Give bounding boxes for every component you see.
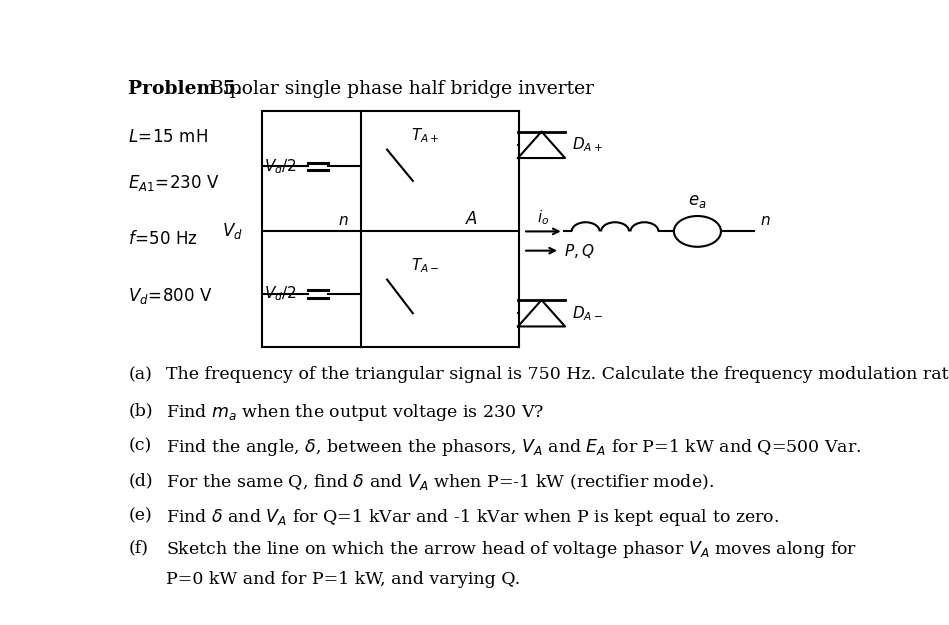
Text: Find the angle, $\delta$, between the phasors, $V_A$ and $E_A$ for P=1 kW and Q=: Find the angle, $\delta$, between the ph… bbox=[166, 437, 862, 458]
Text: (c): (c) bbox=[128, 437, 152, 454]
Text: $V_d\!=\!800\ \mathrm{V}$: $V_d\!=\!800\ \mathrm{V}$ bbox=[128, 286, 213, 306]
Text: $V_d/2$: $V_d/2$ bbox=[264, 284, 297, 303]
Text: (a): (a) bbox=[128, 366, 152, 383]
Text: $i_o$: $i_o$ bbox=[537, 208, 549, 227]
Text: $n$: $n$ bbox=[760, 214, 771, 228]
Text: For the same Q, find $\delta$ and $V_A$ when P=-1 kW (rectifier mode).: For the same Q, find $\delta$ and $V_A$ … bbox=[166, 472, 715, 492]
Text: Sketch the line on which the arrow head of voltage phasor $V_A$ moves along for: Sketch the line on which the arrow head … bbox=[166, 539, 858, 561]
Text: $T_{A+}$: $T_{A+}$ bbox=[411, 126, 439, 145]
Text: (e): (e) bbox=[128, 507, 152, 524]
Text: Find $\delta$ and $V_A$ for Q=1 kVar and -1 kVar when P is kept equal to zero.: Find $\delta$ and $V_A$ for Q=1 kVar and… bbox=[166, 507, 779, 528]
Text: (b): (b) bbox=[128, 402, 153, 419]
Text: $D_{A-}$: $D_{A-}$ bbox=[572, 304, 604, 322]
Text: $e_a$: $e_a$ bbox=[688, 193, 707, 210]
Text: (f): (f) bbox=[128, 539, 148, 556]
Text: $L\!=\!15\ \mathrm{mH}$: $L\!=\!15\ \mathrm{mH}$ bbox=[128, 129, 208, 146]
Text: $T_{A-}$: $T_{A-}$ bbox=[411, 256, 439, 275]
Text: $n$: $n$ bbox=[338, 214, 348, 228]
Text: (d): (d) bbox=[128, 472, 153, 489]
Text: Problem 5.: Problem 5. bbox=[128, 80, 242, 98]
Text: Find $m_a$ when the output voltage is 230 V?: Find $m_a$ when the output voltage is 23… bbox=[166, 402, 545, 423]
Text: $A$: $A$ bbox=[465, 211, 478, 227]
Text: $V_d/2$: $V_d/2$ bbox=[264, 157, 297, 176]
Text: $P, Q$: $P, Q$ bbox=[564, 242, 594, 259]
Text: $f\!=\!50\ \mathrm{Hz}$: $f\!=\!50\ \mathrm{Hz}$ bbox=[128, 229, 198, 248]
Text: The frequency of the triangular signal is 750 Hz. Calculate the frequency modula: The frequency of the triangular signal i… bbox=[166, 366, 949, 383]
Text: P=0 kW and for P=1 kW, and varying Q.: P=0 kW and for P=1 kW, and varying Q. bbox=[166, 571, 521, 588]
Text: $V_d$: $V_d$ bbox=[222, 221, 243, 241]
Text: $D_{A+}$: $D_{A+}$ bbox=[572, 136, 604, 154]
Text: $E_{A1}\!=\!230\ \mathrm{V}$: $E_{A1}\!=\!230\ \mathrm{V}$ bbox=[128, 173, 220, 193]
Text: Bipolar single phase half bridge inverter: Bipolar single phase half bridge inverte… bbox=[198, 80, 594, 98]
